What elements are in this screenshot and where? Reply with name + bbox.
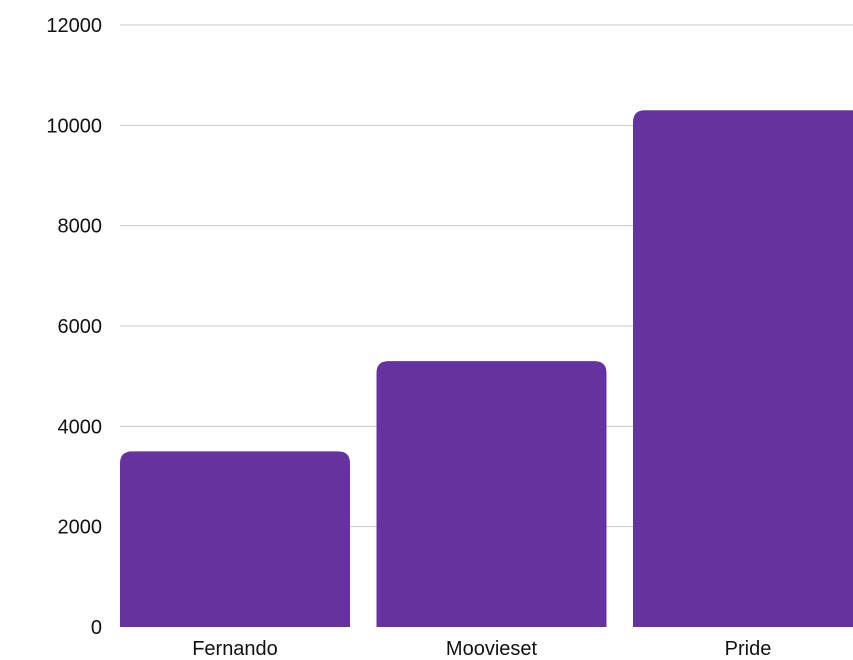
x-category-label: Moovieset [446, 638, 538, 660]
x-axis-category-labels: Fernando Moovieset Pride [192, 638, 771, 660]
y-tick-label: 12000 [46, 15, 102, 37]
x-category-label: Pride [725, 638, 772, 660]
bar-moovieset [376, 361, 607, 627]
bar-pride [633, 110, 853, 627]
y-tick-label: 6000 [58, 316, 103, 338]
y-tick-label: 8000 [58, 216, 103, 238]
bar-fernando [120, 451, 350, 627]
y-axis-tick-labels: 0 2000 4000 6000 8000 10000 12000 [46, 15, 102, 639]
y-tick-label: 2000 [58, 517, 103, 539]
y-tick-label: 10000 [46, 115, 102, 137]
y-tick-label: 4000 [58, 416, 103, 438]
x-category-label: Fernando [192, 638, 278, 660]
bars [120, 110, 853, 627]
y-tick-label: 0 [91, 617, 102, 639]
